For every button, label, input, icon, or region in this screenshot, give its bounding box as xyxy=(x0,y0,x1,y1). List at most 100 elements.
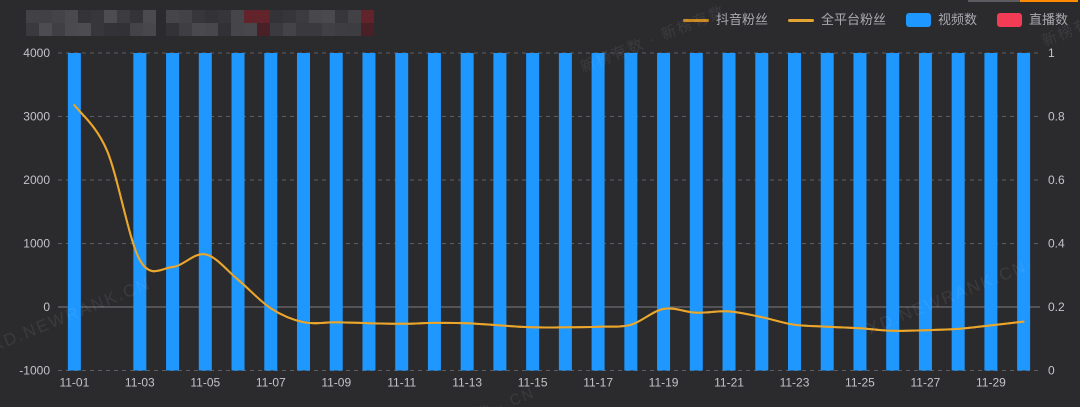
legend-item-2[interactable]: 全平台粉丝 xyxy=(787,12,886,27)
right-axis-label: 1 xyxy=(1048,46,1055,60)
bar-视频数-11-29 xyxy=(984,53,998,371)
redacted-pixel xyxy=(218,23,231,36)
redacted-pixel xyxy=(78,23,91,36)
right-axis-label: 0.8 xyxy=(1048,110,1065,124)
axis-labels: 4000 3000 2000 1000 0 -1000 1 0.8 0.6 0.4 0.2 0 11-0… xyxy=(19,46,1065,390)
redacted-pixel xyxy=(26,10,39,23)
chart-legend: 抖音粉丝 全平台粉丝 视频数 直播数 xyxy=(682,12,1068,27)
bar-视频数-11-07 xyxy=(264,53,278,371)
redacted-pixel xyxy=(348,10,361,23)
right-axis-label: 0.6 xyxy=(1048,173,1065,187)
legend-item-4[interactable]: 直播数 xyxy=(996,13,1068,27)
bar-视频数-11-27 xyxy=(918,53,932,371)
line-抖音粉丝 xyxy=(73,104,1025,332)
redacted-pixel xyxy=(231,23,244,36)
x-axis-label: 11-21 xyxy=(714,376,744,390)
redacted-pixel xyxy=(283,23,296,36)
fans-lines xyxy=(73,104,1025,332)
legend-label: 抖音粉丝 xyxy=(715,12,768,27)
redacted-pixel xyxy=(296,10,309,23)
redacted-pixel xyxy=(91,23,104,36)
left-axis-label: 2000 xyxy=(23,173,50,187)
right-axis-label: 0.4 xyxy=(1048,237,1065,251)
x-axis-label: 11-17 xyxy=(583,376,613,390)
redacted-pixel xyxy=(205,23,218,36)
bar-视频数-11-25 xyxy=(853,53,867,371)
redacted-pixel xyxy=(192,23,205,36)
right-axis-label: 0.2 xyxy=(1048,300,1065,314)
redacted-pixel xyxy=(205,10,218,23)
redacted-pixel xyxy=(117,10,130,23)
x-axis-label: 11-19 xyxy=(649,376,679,390)
redacted-title-block xyxy=(166,10,374,38)
tab-scrollbar[interactable] xyxy=(968,0,1078,3)
x-axis-label: 11-05 xyxy=(190,376,220,390)
redacted-title xyxy=(26,10,374,38)
bar-视频数-11-23 xyxy=(788,53,801,371)
tab-scrollbar-track xyxy=(968,0,1020,2)
x-axis-label: 11-11 xyxy=(387,376,416,390)
bar-视频数-11-16 xyxy=(558,53,572,371)
redacted-pixel xyxy=(218,10,231,23)
bar-视频数-11-05 xyxy=(198,53,212,371)
redacted-pixel xyxy=(270,10,283,23)
redacted-pixel xyxy=(270,23,283,36)
redacted-pixel xyxy=(91,10,104,23)
redacted-pixel xyxy=(52,23,65,36)
legend-item-3[interactable]: 视频数 xyxy=(905,12,977,27)
redacted-pixel xyxy=(39,23,52,36)
redacted-pixel xyxy=(283,10,296,23)
legend-item-1[interactable]: 抖音粉丝 xyxy=(682,12,768,27)
line-全平台粉丝 xyxy=(73,104,1025,332)
bar-视频数-11-13 xyxy=(460,53,474,371)
redacted-pixel xyxy=(257,10,270,23)
redacted-pixel xyxy=(179,23,192,36)
grid-lines xyxy=(58,52,1040,371)
bar-视频数-11-09 xyxy=(329,53,343,371)
redacted-pixel xyxy=(244,23,257,36)
video-bars xyxy=(67,53,1031,371)
redacted-pixel xyxy=(296,23,309,36)
redacted-pixel xyxy=(130,10,143,23)
redacted-pixel xyxy=(179,10,192,23)
bar-视频数-11-24 xyxy=(820,53,834,371)
redacted-pixel xyxy=(130,23,143,36)
bar-视频数-11-22 xyxy=(755,53,769,371)
x-axis-label: 11-07 xyxy=(256,376,286,390)
redacted-pixel xyxy=(52,10,65,23)
bar-视频数-11-21 xyxy=(722,53,736,371)
legend-line-swatch xyxy=(787,18,814,22)
redacted-pixel xyxy=(309,10,322,23)
redacted-pixel xyxy=(65,10,78,23)
legend-rect-swatch xyxy=(996,13,1022,27)
legend-line-swatch xyxy=(682,18,709,22)
x-axis-label: 11-09 xyxy=(321,376,351,390)
redacted-pixel xyxy=(192,10,205,23)
redacted-pixel xyxy=(143,10,156,23)
redacted-pixel xyxy=(257,23,270,36)
bar-视频数-11-10 xyxy=(362,53,376,371)
legend-label: 全平台粉丝 xyxy=(820,12,886,27)
x-axis-label: 11-27 xyxy=(911,376,941,390)
redacted-pixel xyxy=(117,23,130,36)
bar-视频数-11-14 xyxy=(493,53,507,371)
tab-scrollbar-thumb[interactable] xyxy=(1020,0,1078,2)
left-axis-label: -1000 xyxy=(19,364,50,378)
redacted-pixel xyxy=(104,23,117,36)
bar-视频数-11-18 xyxy=(624,53,638,371)
x-axis-label: 11-29 xyxy=(976,376,1006,390)
left-axis-label: 3000 xyxy=(23,110,50,124)
bar-视频数-11-17 xyxy=(591,53,605,371)
redacted-title-block xyxy=(26,10,156,38)
legend-label: 视频数 xyxy=(937,12,977,27)
redacted-pixel xyxy=(348,23,361,36)
redacted-pixel xyxy=(335,23,348,36)
bar-视频数-11-30 xyxy=(1017,53,1031,371)
bar-视频数-11-12 xyxy=(427,53,441,371)
bar-视频数-11-01 xyxy=(67,53,81,371)
redacted-pixel xyxy=(361,10,374,23)
redacted-pixel xyxy=(166,23,179,36)
bar-视频数-11-03 xyxy=(133,53,147,371)
left-axis-label: 4000 xyxy=(23,46,50,60)
